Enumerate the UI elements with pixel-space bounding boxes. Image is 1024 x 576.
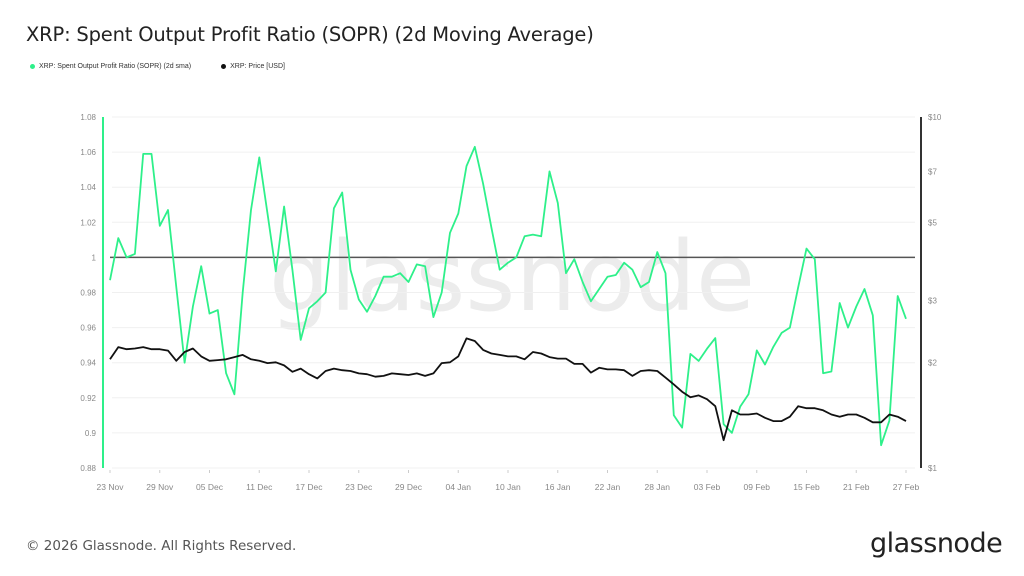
x-tick-label: 10 Jan — [495, 482, 521, 492]
x-tick-label: 21 Feb — [843, 482, 870, 492]
x-tick-label: 15 Feb — [793, 482, 820, 492]
x-tick-label: 29 Nov — [146, 482, 174, 492]
y-right-tick-label: $1 — [928, 464, 937, 473]
legend-item-price[interactable]: XRP: Price [USD] — [221, 63, 285, 70]
legend: XRP: Spent Output Profit Ratio (SOPR) (2… — [30, 63, 285, 70]
y-left-tick-label: 1.08 — [80, 113, 96, 122]
x-tick-label: 09 Feb — [744, 482, 771, 492]
y-left-tick-label: 1.06 — [80, 148, 96, 157]
x-tick-label: 22 Jan — [595, 482, 621, 492]
chart-title: XRP: Spent Output Profit Ratio (SOPR) (2… — [26, 23, 594, 46]
y-right-tick-label: $7 — [928, 167, 937, 176]
y-left-tick-label: 0.94 — [80, 359, 96, 368]
sopr-series-line — [109, 145, 907, 447]
copyright-footer: © 2026 Glassnode. All Rights Reserved. — [26, 538, 297, 554]
legend-marker-sopr — [30, 64, 35, 69]
x-tick-label: 05 Dec — [196, 482, 224, 492]
legend-marker-price — [221, 64, 227, 69]
y-right-tick-label: $10 — [928, 113, 942, 122]
x-tick-label: 27 Feb — [893, 482, 920, 492]
y-left-tick-label: 0.96 — [80, 324, 96, 333]
y-right-tick-label: $2 — [928, 358, 937, 367]
x-tick-label: 04 Jan — [445, 482, 471, 492]
legend-item-sopr[interactable]: XRP: Spent Output Profit Ratio (SOPR) (2… — [30, 63, 191, 70]
y-left-tick-label: 1.02 — [80, 218, 96, 227]
price-series-line — [109, 337, 907, 442]
x-tick-label: 11 Dec — [246, 482, 273, 492]
watermark: glassnode — [269, 221, 755, 333]
x-tick-label: 28 Jan — [644, 482, 670, 492]
x-tick-label: 29 Dec — [395, 482, 423, 492]
y-left-tick-label: 0.9 — [85, 429, 97, 438]
y-left-tick-label: 1 — [92, 253, 97, 262]
y-left-tick-label: 0.98 — [80, 289, 96, 298]
y-left-tick-label: 0.88 — [80, 464, 96, 473]
x-tick-label: 23 Nov — [97, 482, 125, 492]
x-tick-label: 03 Feb — [694, 482, 721, 492]
y-right-tick-label: $3 — [928, 297, 937, 306]
legend-label-sopr: XRP: Spent Output Profit Ratio (SOPR) (2… — [39, 63, 192, 70]
y-left-tick-label: 0.92 — [80, 394, 96, 403]
x-tick-label: 23 Dec — [345, 482, 373, 492]
y-left-tick-label: 1.04 — [80, 183, 96, 192]
x-tick-label: 16 Jan — [545, 482, 571, 492]
legend-label-price: XRP: Price [USD] — [230, 63, 285, 70]
x-tick-label: 17 Dec — [296, 482, 324, 492]
y-right-tick-label: $5 — [928, 219, 937, 228]
glassnode-logo: glassnode — [870, 528, 1003, 559]
